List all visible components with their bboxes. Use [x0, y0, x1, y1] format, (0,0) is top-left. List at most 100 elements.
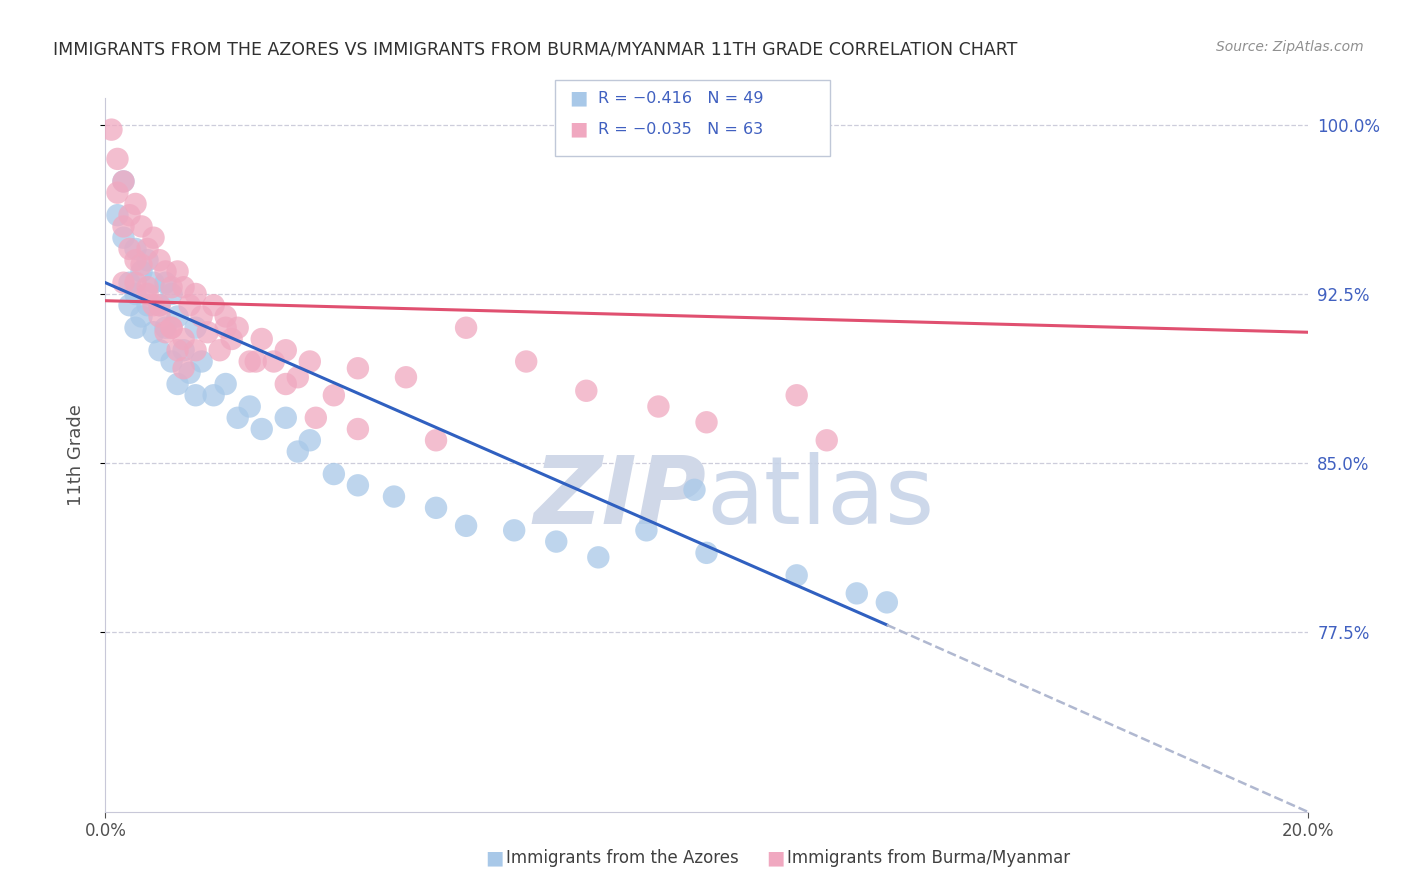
Point	[107, 186, 129, 200]
Point	[208, 343, 231, 358]
Point	[190, 310, 212, 324]
Point	[575, 384, 598, 398]
Point	[118, 208, 141, 222]
Point	[347, 478, 370, 492]
Text: ■: ■	[485, 848, 503, 868]
Point	[124, 320, 146, 334]
Point	[148, 253, 170, 268]
Point	[136, 253, 159, 268]
Point	[184, 287, 207, 301]
Point	[287, 370, 309, 384]
Point	[876, 595, 898, 609]
Point	[298, 354, 321, 368]
Point	[136, 298, 159, 312]
Text: Source: ZipAtlas.com: Source: ZipAtlas.com	[1216, 40, 1364, 54]
Point	[166, 264, 188, 278]
Point	[250, 422, 273, 436]
Text: IMMIGRANTS FROM THE AZORES VS IMMIGRANTS FROM BURMA/MYANMAR 11TH GRADE CORRELATI: IMMIGRANTS FROM THE AZORES VS IMMIGRANTS…	[53, 40, 1018, 58]
Point	[395, 370, 418, 384]
Point	[131, 264, 153, 278]
Point	[202, 298, 225, 312]
Point	[815, 434, 838, 448]
Point	[546, 534, 568, 549]
Point	[107, 152, 129, 166]
Text: atlas: atlas	[707, 451, 935, 544]
Point	[786, 388, 808, 402]
Point	[148, 343, 170, 358]
Point	[124, 287, 146, 301]
Point	[239, 354, 262, 368]
Point	[382, 490, 405, 504]
Point	[263, 354, 285, 368]
Text: ZIP: ZIP	[534, 451, 707, 544]
Point	[503, 524, 526, 538]
Point	[197, 325, 219, 339]
Point	[112, 219, 135, 234]
Text: R = −0.416   N = 49: R = −0.416 N = 49	[598, 91, 763, 105]
Point	[124, 276, 146, 290]
Point	[112, 230, 135, 244]
Point	[274, 410, 297, 425]
Point	[298, 434, 321, 448]
Point	[184, 388, 207, 402]
Text: R = −0.035   N = 63: R = −0.035 N = 63	[598, 122, 762, 136]
Point	[287, 444, 309, 458]
Text: ■: ■	[569, 88, 588, 108]
Point	[636, 524, 658, 538]
Point	[136, 287, 159, 301]
Point	[184, 320, 207, 334]
Point	[845, 586, 868, 600]
Point	[160, 320, 183, 334]
Point	[647, 400, 669, 414]
Point	[118, 276, 141, 290]
Point	[160, 320, 183, 334]
Point	[322, 467, 344, 481]
Point	[184, 343, 207, 358]
Point	[155, 325, 177, 339]
Point	[148, 310, 170, 324]
Point	[274, 377, 297, 392]
Point	[118, 298, 141, 312]
Point	[124, 197, 146, 211]
Text: ■: ■	[766, 848, 785, 868]
Point	[155, 320, 177, 334]
Point	[136, 242, 159, 256]
Point	[179, 298, 201, 312]
Point	[696, 546, 718, 560]
Text: Immigrants from the Azores: Immigrants from the Azores	[506, 849, 740, 867]
Point	[148, 298, 170, 312]
Point	[454, 320, 477, 334]
Text: Immigrants from Burma/Myanmar: Immigrants from Burma/Myanmar	[787, 849, 1070, 867]
Point	[347, 361, 370, 376]
Point	[245, 354, 267, 368]
Point	[214, 377, 236, 392]
Point	[142, 230, 165, 244]
Point	[131, 219, 153, 234]
Point	[173, 280, 195, 294]
Point	[160, 354, 183, 368]
Point	[124, 242, 146, 256]
Y-axis label: 11th Grade: 11th Grade	[66, 404, 84, 506]
Point	[118, 242, 141, 256]
Point	[221, 332, 243, 346]
Point	[190, 354, 212, 368]
Point	[136, 280, 159, 294]
Point	[166, 343, 188, 358]
Point	[131, 258, 153, 272]
Point	[425, 500, 447, 515]
Point	[696, 415, 718, 429]
Point	[142, 325, 165, 339]
Point	[226, 320, 249, 334]
Point	[274, 343, 297, 358]
Point	[214, 310, 236, 324]
Point	[588, 550, 610, 565]
Point	[155, 264, 177, 278]
Point	[112, 276, 135, 290]
Point	[425, 434, 447, 448]
Point	[322, 388, 344, 402]
Point	[148, 298, 170, 312]
Point	[173, 361, 195, 376]
Point	[142, 298, 165, 312]
Point	[226, 410, 249, 425]
Point	[173, 332, 195, 346]
